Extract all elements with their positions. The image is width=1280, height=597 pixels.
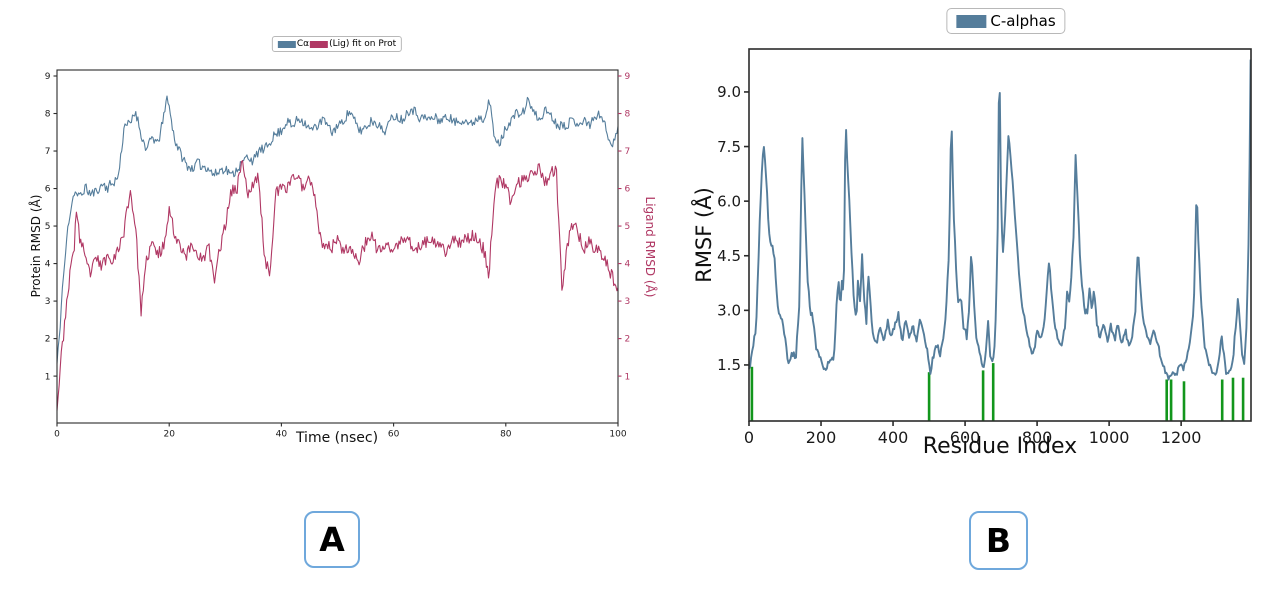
panel-b-badge: B (969, 511, 1028, 570)
svg-text:1200: 1200 (1161, 428, 1202, 447)
svg-text:6: 6 (625, 185, 631, 195)
svg-text:400: 400 (878, 428, 909, 447)
svg-text:9: 9 (45, 72, 51, 82)
plot-frame (748, 48, 1252, 422)
protein-series-swatch (277, 40, 296, 48)
ligand-rmsd-axis-label: Ligand RMSD (Å) (643, 196, 657, 298)
rmsd-vs-time-line-secondary (56, 160, 619, 411)
svg-text:9: 9 (625, 72, 631, 82)
svg-text:3: 3 (625, 297, 631, 307)
svg-text:3: 3 (45, 297, 51, 307)
c-alphas-label: C-alphas (990, 12, 1056, 30)
svg-text:80: 80 (500, 430, 512, 440)
svg-text:1: 1 (625, 372, 631, 382)
svg-text:7.5: 7.5 (717, 138, 741, 156)
svg-text:2: 2 (625, 335, 631, 345)
protein-series-label: Cα (296, 39, 310, 49)
c-alphas-swatch (956, 14, 987, 28)
contact-markers (750, 363, 1245, 421)
protein-rmsd-axis-label: Protein RMSD (Å) (29, 194, 43, 298)
residue-index-axis-label: Residue Index (922, 434, 1078, 459)
svg-text:4.5: 4.5 (717, 247, 741, 265)
rmsd-legend: Cα (Lig) fit on Prot (271, 36, 403, 52)
svg-text:9.0: 9.0 (717, 83, 741, 101)
svg-text:40: 40 (276, 430, 288, 440)
axis-ticks: 0 20 40 60 80 100 1 2 3 4 5 6 7 8 9 1 2 3 4 5 6 7 8 9 (45, 72, 631, 439)
svg-text:4: 4 (45, 260, 51, 270)
svg-text:3.0: 3.0 (717, 302, 741, 320)
time-axis-label: Time (nsec) (295, 430, 379, 446)
svg-text:1: 1 (45, 372, 51, 382)
svg-text:4: 4 (625, 260, 631, 270)
rmsf-vs-residue-line-primary (748, 59, 1252, 381)
svg-text:60: 60 (388, 430, 400, 440)
rmsd-time-chart: 0 20 40 60 80 100 1 2 3 4 5 6 7 8 9 1 2 3 4 5 6 7 8 9 (45, 69, 631, 440)
panel-a-badge-letter: A (319, 520, 345, 559)
svg-text:5: 5 (45, 222, 51, 232)
plot-frame (56, 69, 619, 424)
svg-text:7: 7 (45, 147, 51, 157)
svg-text:1.5: 1.5 (717, 356, 741, 374)
axis-ticks: 0 200 400 600 800 1000 1200 1.5 3.0 4.5 6.0 7.5 9.0 (717, 83, 1201, 447)
svg-text:100: 100 (609, 430, 626, 440)
svg-text:8: 8 (45, 110, 51, 120)
rmsf-axis-label: RMSF (Å) (692, 187, 716, 283)
rmsd-vs-time-line-primary (56, 95, 619, 364)
rmsf-legend: C-alphas (946, 8, 1066, 34)
svg-text:800: 800 (1022, 428, 1053, 447)
svg-text:200: 200 (806, 428, 837, 447)
panel-a-badge: A (304, 511, 360, 568)
ligand-series-swatch (310, 40, 329, 48)
svg-text:6.0: 6.0 (717, 192, 741, 210)
svg-text:1000: 1000 (1089, 428, 1130, 447)
svg-text:2: 2 (45, 335, 51, 345)
svg-text:0: 0 (54, 430, 60, 440)
svg-text:0: 0 (744, 428, 754, 447)
svg-text:7: 7 (625, 147, 631, 157)
rmsf-chart: 0 200 400 600 800 1000 1200 1.5 3.0 4.5 6.0 7.5 9.0 (717, 48, 1252, 447)
panel-b-badge-letter: B (985, 521, 1012, 560)
ligand-series-label: (Lig) fit on Prot (329, 39, 397, 49)
svg-text:600: 600 (950, 428, 981, 447)
svg-text:6: 6 (45, 185, 51, 195)
svg-text:20: 20 (163, 430, 175, 440)
svg-text:5: 5 (625, 222, 631, 232)
svg-text:8: 8 (625, 110, 631, 120)
